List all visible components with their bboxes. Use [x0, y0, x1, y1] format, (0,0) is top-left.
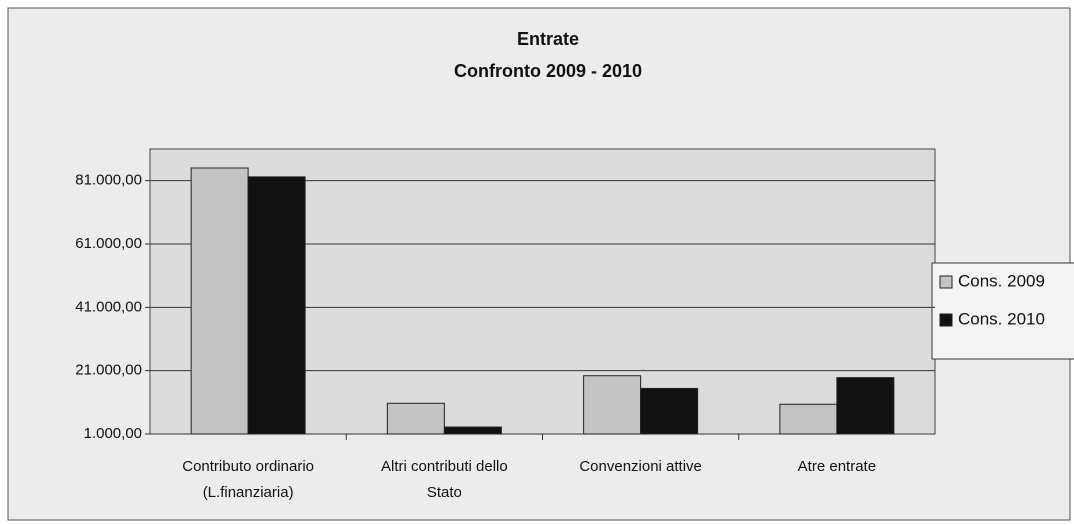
- chart-title: Entrate: [517, 29, 579, 49]
- x-tick-label: Convenzioni attive: [579, 458, 702, 475]
- x-tick-label: Contributo ordinario (L.finanziaria): [182, 458, 314, 501]
- legend-label: Cons. 2009: [958, 271, 1045, 290]
- bar: [640, 387, 699, 435]
- bar: [386, 402, 445, 435]
- bar: [247, 176, 306, 435]
- legend-label: Cons. 2010: [958, 309, 1045, 328]
- x-tick-label: Atre entrate: [798, 458, 876, 475]
- chart-subtitle: Confronto 2009 - 2010: [454, 61, 642, 81]
- legend-swatch: [939, 275, 953, 289]
- y-tick-label: 1.000,00: [84, 425, 142, 442]
- y-tick-label: 81.000,00: [75, 172, 142, 189]
- bar: [583, 375, 642, 435]
- x-tick-label: Altri contributi dello Stato: [381, 458, 508, 501]
- y-tick-label: 41.000,00: [75, 298, 142, 315]
- bar: [190, 167, 249, 435]
- legend-swatch: [939, 313, 953, 327]
- y-tick-label: 61.000,00: [75, 235, 142, 252]
- bar: [443, 426, 502, 435]
- bar: [779, 403, 838, 435]
- y-tick-label: 21.000,00: [75, 362, 142, 379]
- bar: [836, 377, 895, 435]
- legend: [931, 262, 1074, 360]
